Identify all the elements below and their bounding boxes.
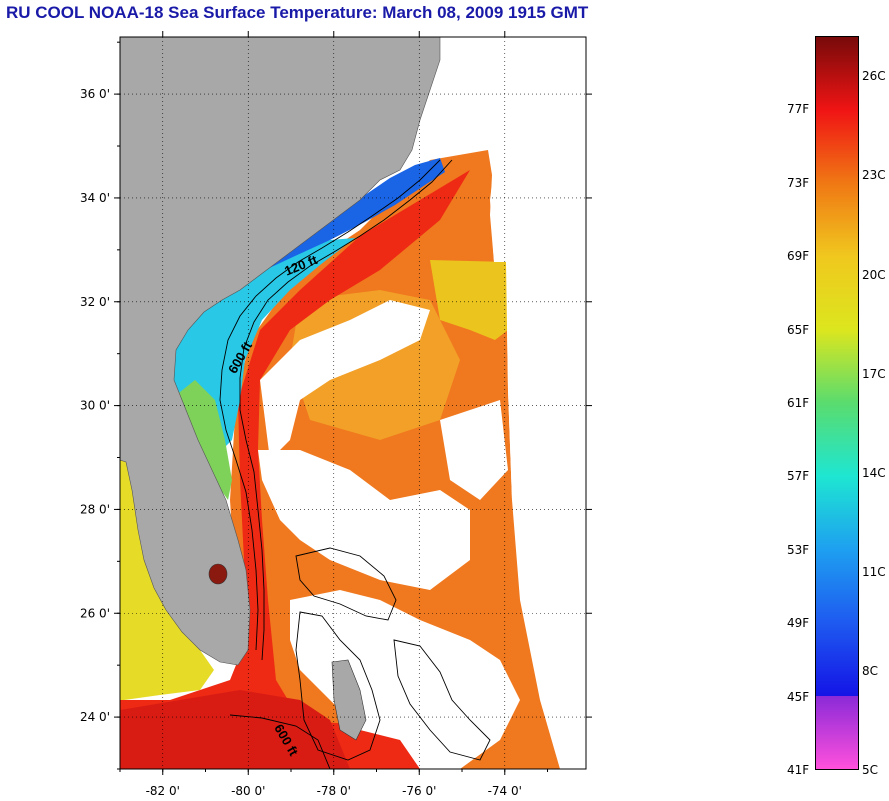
contour-600ft [239,159,453,661]
contour-outer-islands [393,639,491,761]
colorbar-f-label: 41F [787,763,810,777]
contour-120ft [219,159,441,651]
contour-600ft-south [229,714,331,769]
cloud-gap-east [440,400,508,500]
lat-tick-label: 34 0' [80,191,110,205]
colorbar-f-label: 69F [787,249,810,264]
lat-tick-label: 30 0' [80,399,110,413]
colorbar-f-label: 61F [787,396,810,410]
colorbar-c-label: 20C [862,267,886,282]
lon-tick-label: -74 0' [488,784,522,798]
lat-tick-label: 24 0' [80,710,110,724]
land-lake-okeechobee [208,563,228,585]
lon-tick-label: -78 0' [317,784,351,798]
colorbar-c-label: 17C [862,366,886,381]
cloud-gap-northeast [490,150,586,769]
temperature-colorbar [815,36,859,770]
lat-tick-label: 28 0' [80,502,110,516]
cloud-gap-bahamas [290,590,520,769]
sst-keys-red [120,690,350,769]
colorbar-f-label: 53F [787,542,810,557]
contour-bahamas-bank [295,547,397,621]
graticule [120,37,586,769]
lon-tick-label: -80 0' [231,784,265,798]
colorbar-f-label: 57F [787,469,810,484]
cloud-gap-central [258,450,470,590]
colorbar-c-label: 5C [862,763,879,777]
axis-ticks [114,31,592,775]
axis-tick-labels: 36 0' 34 0' 32 0' 30 0' 28 0' 26 0' 24 0' -82 0… [80,87,522,798]
cloud-gap-north [260,300,430,460]
colorbar-c-label: 26C [862,69,886,84]
colorbar-f-label: 77F [787,102,810,117]
colorbar-f-label: 73F [787,175,810,190]
map-frame [119,36,587,770]
map-layers [120,37,586,769]
land-andros-island [331,659,367,741]
lat-tick-label: 32 0' [80,295,110,309]
colorbar-c-label: 11C [862,564,886,579]
contour-great-bahama-bank [295,611,381,761]
map-title: RU COOL NOAA-18 Sea Surface Temperature:… [6,3,589,22]
colorbar-c-label: 14C [862,465,886,480]
lon-tick-label: -76 0' [402,784,436,798]
colorbar-c-label: 8C [862,663,879,678]
sst-yellow-region [430,260,508,340]
lat-tick-label: 26 0' [80,606,110,620]
lon-tick-label: -82 0' [146,784,180,798]
lat-tick-label: 36 0' [80,87,110,101]
colorbar-f-label: 65F [787,322,810,337]
land-southeast-us [120,37,441,666]
colorbar-f-label: 45F [787,689,810,704]
colorbar-c-label: 23C [862,168,886,183]
colorbar-f-label: 49F [787,616,810,631]
